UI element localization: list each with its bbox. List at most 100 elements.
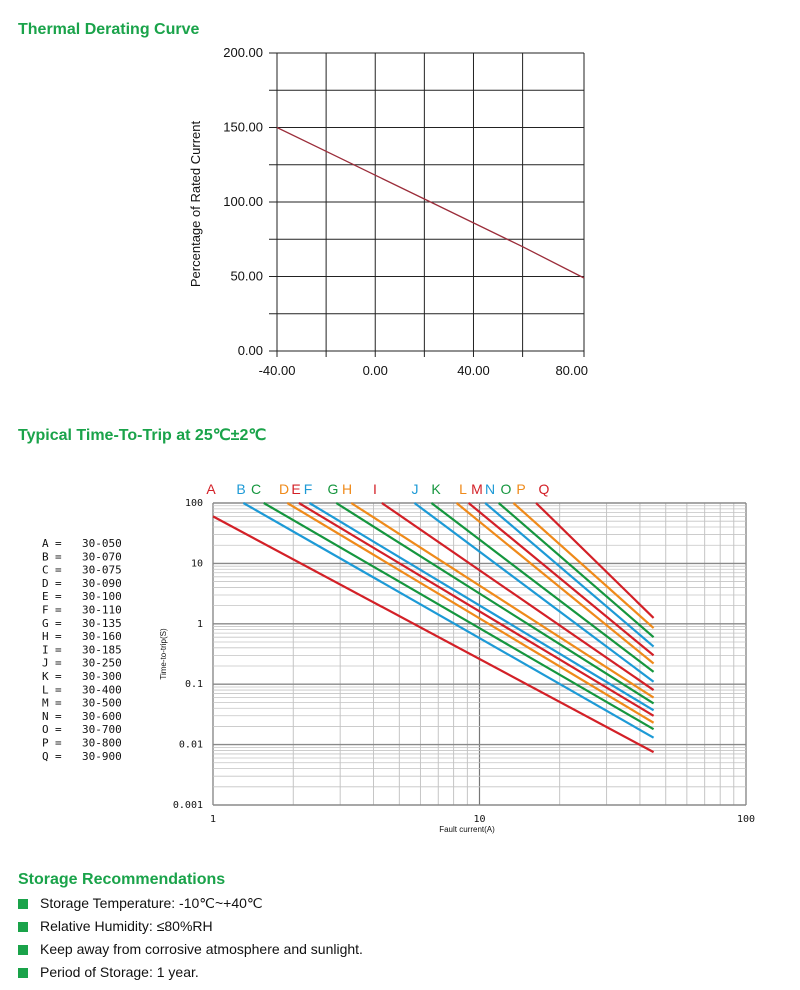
- legend-key: G: [42, 617, 49, 630]
- series-letter-o: O: [501, 481, 512, 497]
- series-line-b: [242, 502, 655, 739]
- y-tick-label: 100.00: [223, 194, 263, 209]
- series-letter-q: Q: [539, 481, 550, 497]
- y-tick-label: 100: [185, 498, 203, 509]
- series-line-g: [335, 502, 655, 705]
- series-line-c: [263, 502, 655, 731]
- series-line-h: [350, 502, 655, 699]
- x-tick-label: 0.00: [363, 363, 388, 378]
- series-line-a: [212, 515, 655, 754]
- series-letter-g: G: [328, 481, 339, 497]
- legend-equals: =: [55, 550, 62, 563]
- series-line-m: [467, 502, 655, 657]
- legend-equals: =: [55, 723, 62, 736]
- thermal-derating-chart: 0.00 50.00 100.00 150.00 200.00 -40.00 0.00 40.…: [188, 45, 588, 378]
- series-letter-e: E: [291, 481, 300, 497]
- y-axis-label: Percentage of Rated Current: [188, 121, 203, 288]
- legend-rating: 30-050: [82, 537, 122, 550]
- y-tick-label: 0.1: [185, 679, 203, 690]
- storage-temperature: Storage Temperature: -10℃~+40℃: [40, 895, 263, 911]
- storage-period: Period of Storage: 1 year.: [40, 964, 199, 980]
- legend-equals: =: [55, 683, 62, 696]
- x-axis-label: Fault current(A): [439, 825, 495, 834]
- relative-humidity: Relative Humidity: ≤80%RH: [40, 918, 213, 934]
- series-letter-h: H: [342, 481, 352, 497]
- legend-equals: =: [55, 537, 62, 550]
- legend-equals: =: [55, 577, 62, 590]
- series-line-n: [484, 502, 655, 648]
- thermal-derating-title: Thermal Derating Curve: [18, 21, 200, 38]
- series-line-o: [497, 502, 655, 639]
- series-letter-f: F: [304, 481, 313, 497]
- y-tick-label: 150.00: [223, 120, 263, 135]
- series-letter-l: L: [459, 481, 467, 497]
- legend-key: N: [42, 710, 49, 723]
- series-line-i: [381, 502, 655, 691]
- y-tick-label: 50.00: [230, 269, 263, 284]
- series-line-f: [308, 502, 655, 712]
- series-line-j: [413, 502, 655, 683]
- series-line-p: [512, 502, 655, 629]
- legend-equals: =: [55, 617, 62, 630]
- legend-rating: 30-185: [82, 643, 122, 656]
- bullet-icon: [18, 944, 28, 955]
- y-axis-label: Time-to-trip(S): [159, 628, 168, 680]
- y-tick-label: 0.01: [179, 740, 203, 751]
- legend-rating: 30-070: [82, 550, 122, 563]
- legend-key: B: [42, 550, 49, 563]
- legend-rating: 30-135: [82, 617, 122, 630]
- series-letter-k: K: [431, 481, 441, 497]
- bullet-icon: [18, 898, 28, 909]
- legend-key: I: [42, 643, 49, 656]
- series-line-l: [455, 502, 655, 665]
- x-tick-label: 40.00: [457, 363, 490, 378]
- legend-equals: =: [55, 590, 62, 603]
- legend-rating: 30-300: [82, 670, 122, 683]
- legend-equals: =: [55, 657, 62, 670]
- legend-equals: =: [55, 737, 62, 750]
- legend-key: D: [42, 577, 49, 590]
- time-to-trip-chart: 100 10 1 0.1 0.01 0.001 1 10 100 Fault current(A)…: [42, 481, 755, 834]
- series-letter-j: J: [412, 481, 419, 497]
- y-tick-label: 200.00: [223, 45, 263, 60]
- legend-rating: 30-090: [82, 577, 122, 590]
- legend-rating: 30-110: [82, 604, 122, 617]
- storage-list: Storage Temperature: -10℃~+40℃ Relative …: [18, 892, 363, 984]
- series-letter-a: A: [206, 481, 216, 497]
- legend-equals: =: [55, 750, 62, 763]
- legend-equals: =: [55, 697, 62, 710]
- series-line-e: [298, 502, 655, 717]
- legend-equals: =: [55, 564, 62, 577]
- x-tick-label: 100: [737, 814, 755, 825]
- x-tick-label: 80.00: [555, 363, 588, 378]
- legend-equals: =: [55, 670, 62, 683]
- storage-item: Storage Temperature: -10℃~+40℃: [18, 892, 363, 915]
- legend-key: P: [42, 737, 49, 750]
- legend-rating: 30-500: [82, 697, 122, 710]
- legend-key: O: [42, 723, 49, 736]
- legend-rating: 30-250: [82, 657, 122, 670]
- legend-equals: =: [55, 643, 62, 656]
- legend-key: E: [42, 590, 49, 603]
- storage-item: Period of Storage: 1 year.: [18, 961, 363, 984]
- y-tick-label: 0.001: [173, 800, 203, 811]
- series-letter-m: M: [471, 481, 483, 497]
- bullet-icon: [18, 921, 28, 932]
- legend-rating: 30-800: [82, 737, 122, 750]
- series-line-k: [430, 502, 655, 673]
- legend-rating: 30-400: [82, 683, 122, 696]
- legend-rating: 30-600: [82, 710, 122, 723]
- legend-key: F: [42, 604, 49, 617]
- legend-key: Q: [42, 750, 49, 763]
- time-to-trip-title: Typical Time-To-Trip at 25℃±2℃: [18, 427, 267, 444]
- legend-equals: =: [55, 604, 62, 617]
- series-line-d: [286, 502, 655, 724]
- legend-rating: 30-100: [82, 590, 122, 603]
- y-tick-label: 1: [197, 619, 203, 630]
- y-tick-label: 0.00: [238, 343, 263, 358]
- legend-key: A: [42, 537, 49, 550]
- series-letter-i: I: [373, 481, 377, 497]
- legend-rating: 30-160: [82, 630, 122, 643]
- legend-rating: 30-700: [82, 723, 122, 736]
- series-letter-n: N: [485, 481, 495, 497]
